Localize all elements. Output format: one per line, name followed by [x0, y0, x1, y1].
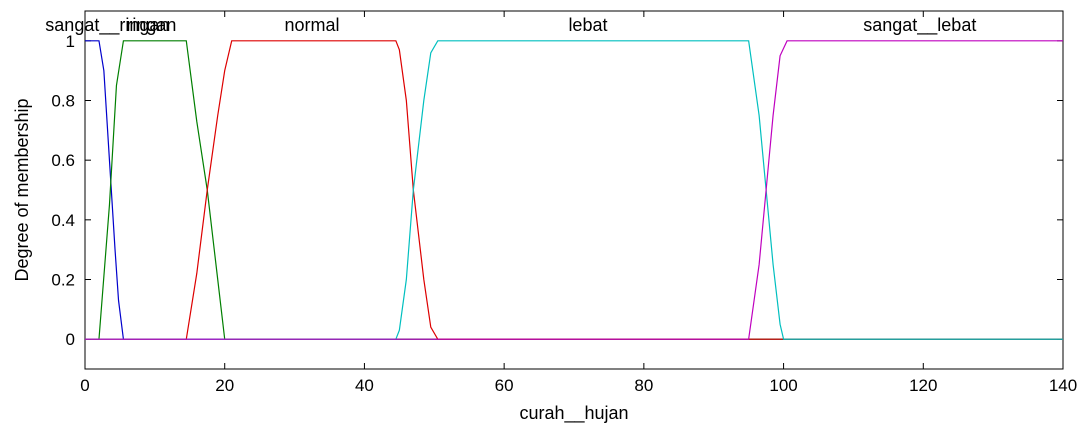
- x-axis-title: curah__hujan: [519, 403, 628, 424]
- x-tick-label: 100: [769, 376, 797, 395]
- x-tick-label: 80: [634, 376, 653, 395]
- y-tick-label: 0: [66, 330, 75, 349]
- series-line-lebat: [85, 40, 1063, 340]
- y-tick-label: 0.6: [51, 151, 75, 170]
- series-lines: [85, 40, 1063, 340]
- series-label: sangat__ringan: [45, 15, 169, 36]
- series-line-sangat-lebat: [85, 40, 1063, 340]
- x-tick-label: 60: [495, 376, 514, 395]
- y-axis-title: Degree of membership: [12, 98, 32, 281]
- x-tick-label: 40: [355, 376, 374, 395]
- x-tick-label: 120: [909, 376, 937, 395]
- series-label: lebat: [568, 15, 607, 35]
- series-line-normal: [85, 40, 1063, 340]
- y-tick-label: 0.4: [51, 211, 75, 230]
- y-tick-label: 0.8: [51, 92, 75, 111]
- x-tick-label: 20: [215, 376, 234, 395]
- x-tick-label: 140: [1049, 376, 1077, 395]
- y-tick-label: 1: [66, 32, 75, 51]
- series-label: normal: [285, 15, 340, 35]
- x-tick-label: 0: [80, 376, 89, 395]
- series-line-sangat-ringan: [85, 40, 1063, 340]
- plot-area: [84, 10, 1064, 370]
- series-label: sangat__lebat: [863, 15, 976, 36]
- series-label: ringan: [126, 15, 176, 35]
- tick-labels: 0 20 40 60 80 100 120 140 0 0.2 0.4 0.6 0.8 1: [51, 32, 1077, 395]
- series-line-ringan: [85, 40, 1063, 340]
- y-tick-label: 0.2: [51, 271, 75, 290]
